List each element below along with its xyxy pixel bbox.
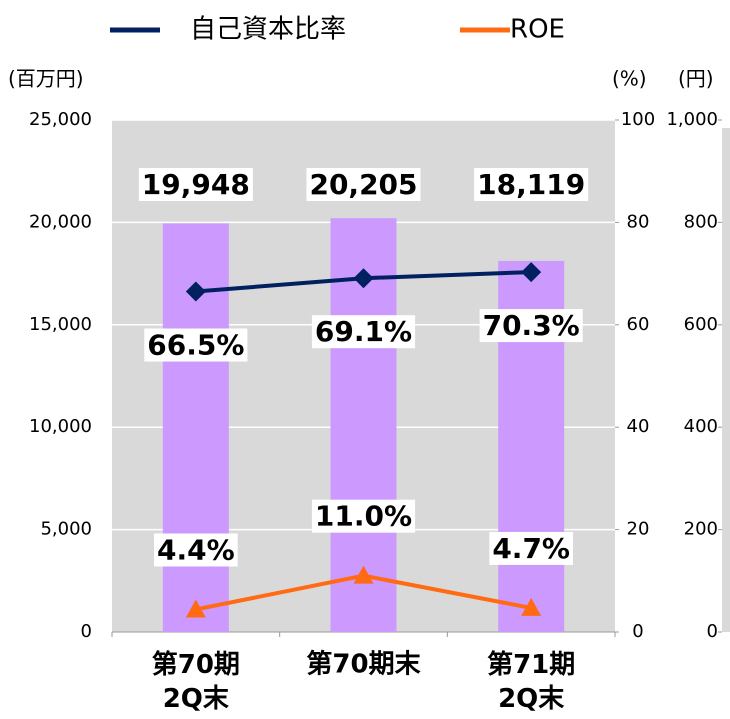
data-label-bg [311, 315, 416, 349]
data-label-bg [138, 168, 253, 201]
data-label: 70.3% [483, 309, 580, 342]
y-tick-label: 15,000 [29, 314, 92, 335]
y3-tick-label: 600 [684, 314, 718, 335]
data-label: 4.7% [492, 532, 570, 565]
y3-tick-label: 200 [684, 519, 718, 540]
y2-tick-label: 20 [627, 519, 650, 540]
y-tick-label: 5,000 [40, 519, 92, 540]
data-label: 11.0% [315, 500, 412, 533]
data-label-bg [144, 328, 248, 362]
legend-label: 自己資本比率 [190, 15, 346, 45]
y2-tick-label: 0 [632, 621, 643, 642]
data-label-bg [479, 309, 583, 343]
marker [353, 268, 374, 289]
y2-tick-label: 100 [621, 109, 655, 130]
y3-axis-label: (円) [678, 67, 714, 91]
y-tick-label: 20,000 [29, 211, 92, 232]
x-tick-label: 第71期 2Q末 [487, 649, 575, 714]
y2-tick-label: 40 [627, 416, 650, 437]
y3-tick-label: 1,000 [666, 109, 718, 130]
y3-tick-label: 800 [684, 211, 718, 232]
y2-tick-label: 80 [627, 211, 650, 232]
data-label: 19,948 [142, 168, 250, 201]
y3-tick-label: 0 [707, 621, 718, 642]
y-tick-label: 25,000 [29, 109, 92, 130]
y3-tick-label: 400 [684, 416, 718, 437]
y-tick-label: 10,000 [29, 416, 92, 437]
data-label-bg [474, 168, 589, 201]
data-label-bg [311, 499, 416, 533]
marker [521, 597, 542, 616]
data-label-bg [489, 531, 573, 565]
x-tick-label: 第70期 2Q末 [152, 649, 240, 714]
y-axis-label: (百万円) [8, 67, 84, 91]
data-label: 66.5% [147, 329, 244, 362]
marker [353, 565, 374, 584]
marker [521, 262, 542, 283]
data-label: 4.4% [157, 533, 235, 566]
data-label: 18,119 [477, 168, 585, 201]
data-label: 20,205 [309, 168, 417, 201]
marker [185, 599, 206, 618]
data-label-bg [306, 168, 421, 201]
legend-label: ROE [510, 15, 565, 45]
y2-axis-label: (%) [612, 67, 647, 91]
data-label: 69.1% [315, 315, 412, 348]
x-tick-label: 第70期末 [306, 649, 421, 680]
side-panel [722, 128, 730, 632]
y2-tick-label: 60 [627, 314, 650, 335]
data-label-bg [154, 533, 238, 567]
y-tick-label: 0 [81, 621, 92, 642]
marker [185, 281, 206, 302]
